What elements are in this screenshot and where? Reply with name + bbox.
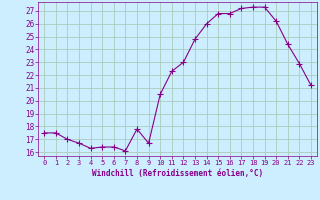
X-axis label: Windchill (Refroidissement éolien,°C): Windchill (Refroidissement éolien,°C) [92, 169, 263, 178]
